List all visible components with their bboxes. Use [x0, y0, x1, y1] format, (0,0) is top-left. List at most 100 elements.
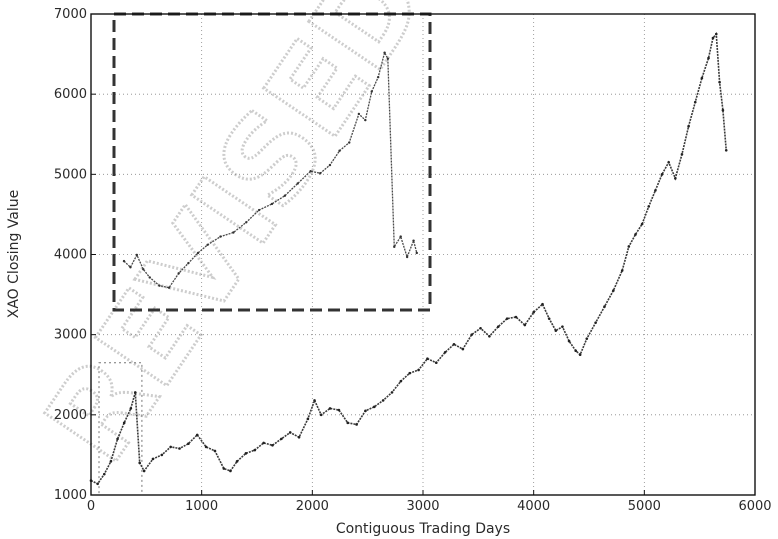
x-tick-label: 1000 [185, 499, 218, 514]
data-point [253, 448, 257, 452]
data-point [578, 353, 582, 357]
data-point [574, 349, 578, 353]
data-point [133, 391, 137, 394]
data-point [328, 407, 332, 410]
data-point [288, 431, 292, 434]
data-point [714, 32, 718, 36]
inset-data-point [405, 255, 409, 259]
inset-data-point [415, 251, 418, 255]
inset-data-point [187, 261, 190, 265]
data-point [355, 423, 358, 426]
data-point [654, 189, 657, 192]
data-point [612, 289, 615, 292]
data-point [297, 435, 301, 439]
data-point [718, 80, 721, 84]
data-point [711, 36, 715, 40]
inset-data-point [129, 266, 132, 269]
inset-line [123, 50, 418, 289]
data-point [634, 233, 637, 236]
data-point [138, 461, 141, 465]
data-point [306, 417, 310, 421]
y-tick-label: 3000 [54, 328, 87, 343]
inset-data-point [196, 251, 200, 255]
inset-data-point [270, 202, 274, 206]
data-point [122, 421, 126, 425]
inset-data-point [386, 57, 390, 60]
y-axis-label: XAO Closing Value [6, 190, 22, 318]
data-point [707, 56, 710, 60]
data-point [479, 326, 482, 330]
data-point [620, 269, 624, 272]
data-point [640, 222, 644, 226]
inset-data-point [393, 245, 396, 249]
data-point [399, 379, 403, 383]
y-axis-ticks: 1000 2000 3000 4000 5000 6000 7000 [54, 7, 96, 503]
y-tick-label: 4000 [54, 248, 87, 263]
data-point [408, 371, 412, 375]
x-tick-label: 6000 [738, 499, 771, 514]
data-point [660, 173, 664, 176]
inset-data-point [148, 276, 151, 279]
inset-series [122, 50, 418, 289]
x-tick-label: 0 [87, 499, 95, 514]
data-point [319, 413, 323, 417]
data-point [547, 317, 551, 320]
data-point [594, 321, 597, 324]
watermark-text: REVISED PROOF [19, 0, 732, 486]
data-point [554, 329, 558, 332]
data-point [417, 368, 420, 372]
data-point [667, 161, 670, 164]
inset-data-point [257, 208, 261, 212]
data-point [187, 442, 190, 445]
inset-data-point [135, 253, 139, 257]
x-tick-label: 5000 [628, 499, 661, 514]
watermark: REVISED PROOF [17, 0, 733, 487]
x-tick-label: 3000 [406, 499, 439, 514]
inset-data-point [399, 235, 402, 238]
data-point [541, 302, 544, 306]
inset-data-point [177, 272, 180, 275]
data-point [129, 407, 133, 410]
inset-data-point [245, 221, 248, 224]
data-point [532, 310, 535, 314]
data-point [337, 408, 341, 412]
data-point [721, 108, 725, 112]
inset-data-point [206, 243, 209, 246]
inset-data-point [376, 75, 380, 79]
inset-data-point [348, 141, 351, 144]
data-point [313, 399, 316, 402]
y-tick-label: 2000 [54, 408, 87, 423]
inset-data-point [328, 163, 332, 167]
data-point [271, 443, 274, 447]
data-point [561, 325, 564, 328]
inset-data-point [412, 239, 415, 242]
data-point [674, 177, 677, 180]
data-point [724, 148, 728, 152]
y-tick-label: 1000 [54, 488, 87, 503]
data-point [603, 305, 606, 308]
inset-data-point [158, 284, 161, 287]
y-tick-label: 7000 [54, 7, 87, 22]
data-point [244, 452, 248, 455]
data-point [470, 333, 473, 336]
data-point [461, 347, 465, 351]
data-point [434, 361, 438, 365]
inset-data-point [338, 149, 341, 152]
data-point [373, 405, 376, 409]
data-point [142, 469, 146, 473]
data-point [390, 391, 394, 394]
data-point [280, 437, 283, 441]
inset-data-point [296, 182, 299, 185]
inset-data-point [122, 259, 126, 263]
inset-data-point [364, 118, 367, 122]
data-point [693, 100, 697, 104]
x-axis-ticks: 0 1000 2000 3000 4000 5000 6000 [87, 490, 772, 514]
data-point [700, 76, 704, 80]
data-point [585, 337, 589, 340]
data-point [102, 472, 106, 476]
data-point [687, 124, 690, 128]
data-point [452, 342, 456, 346]
data-point [488, 334, 491, 338]
data-point [496, 325, 500, 328]
inset-data-point [319, 172, 322, 175]
